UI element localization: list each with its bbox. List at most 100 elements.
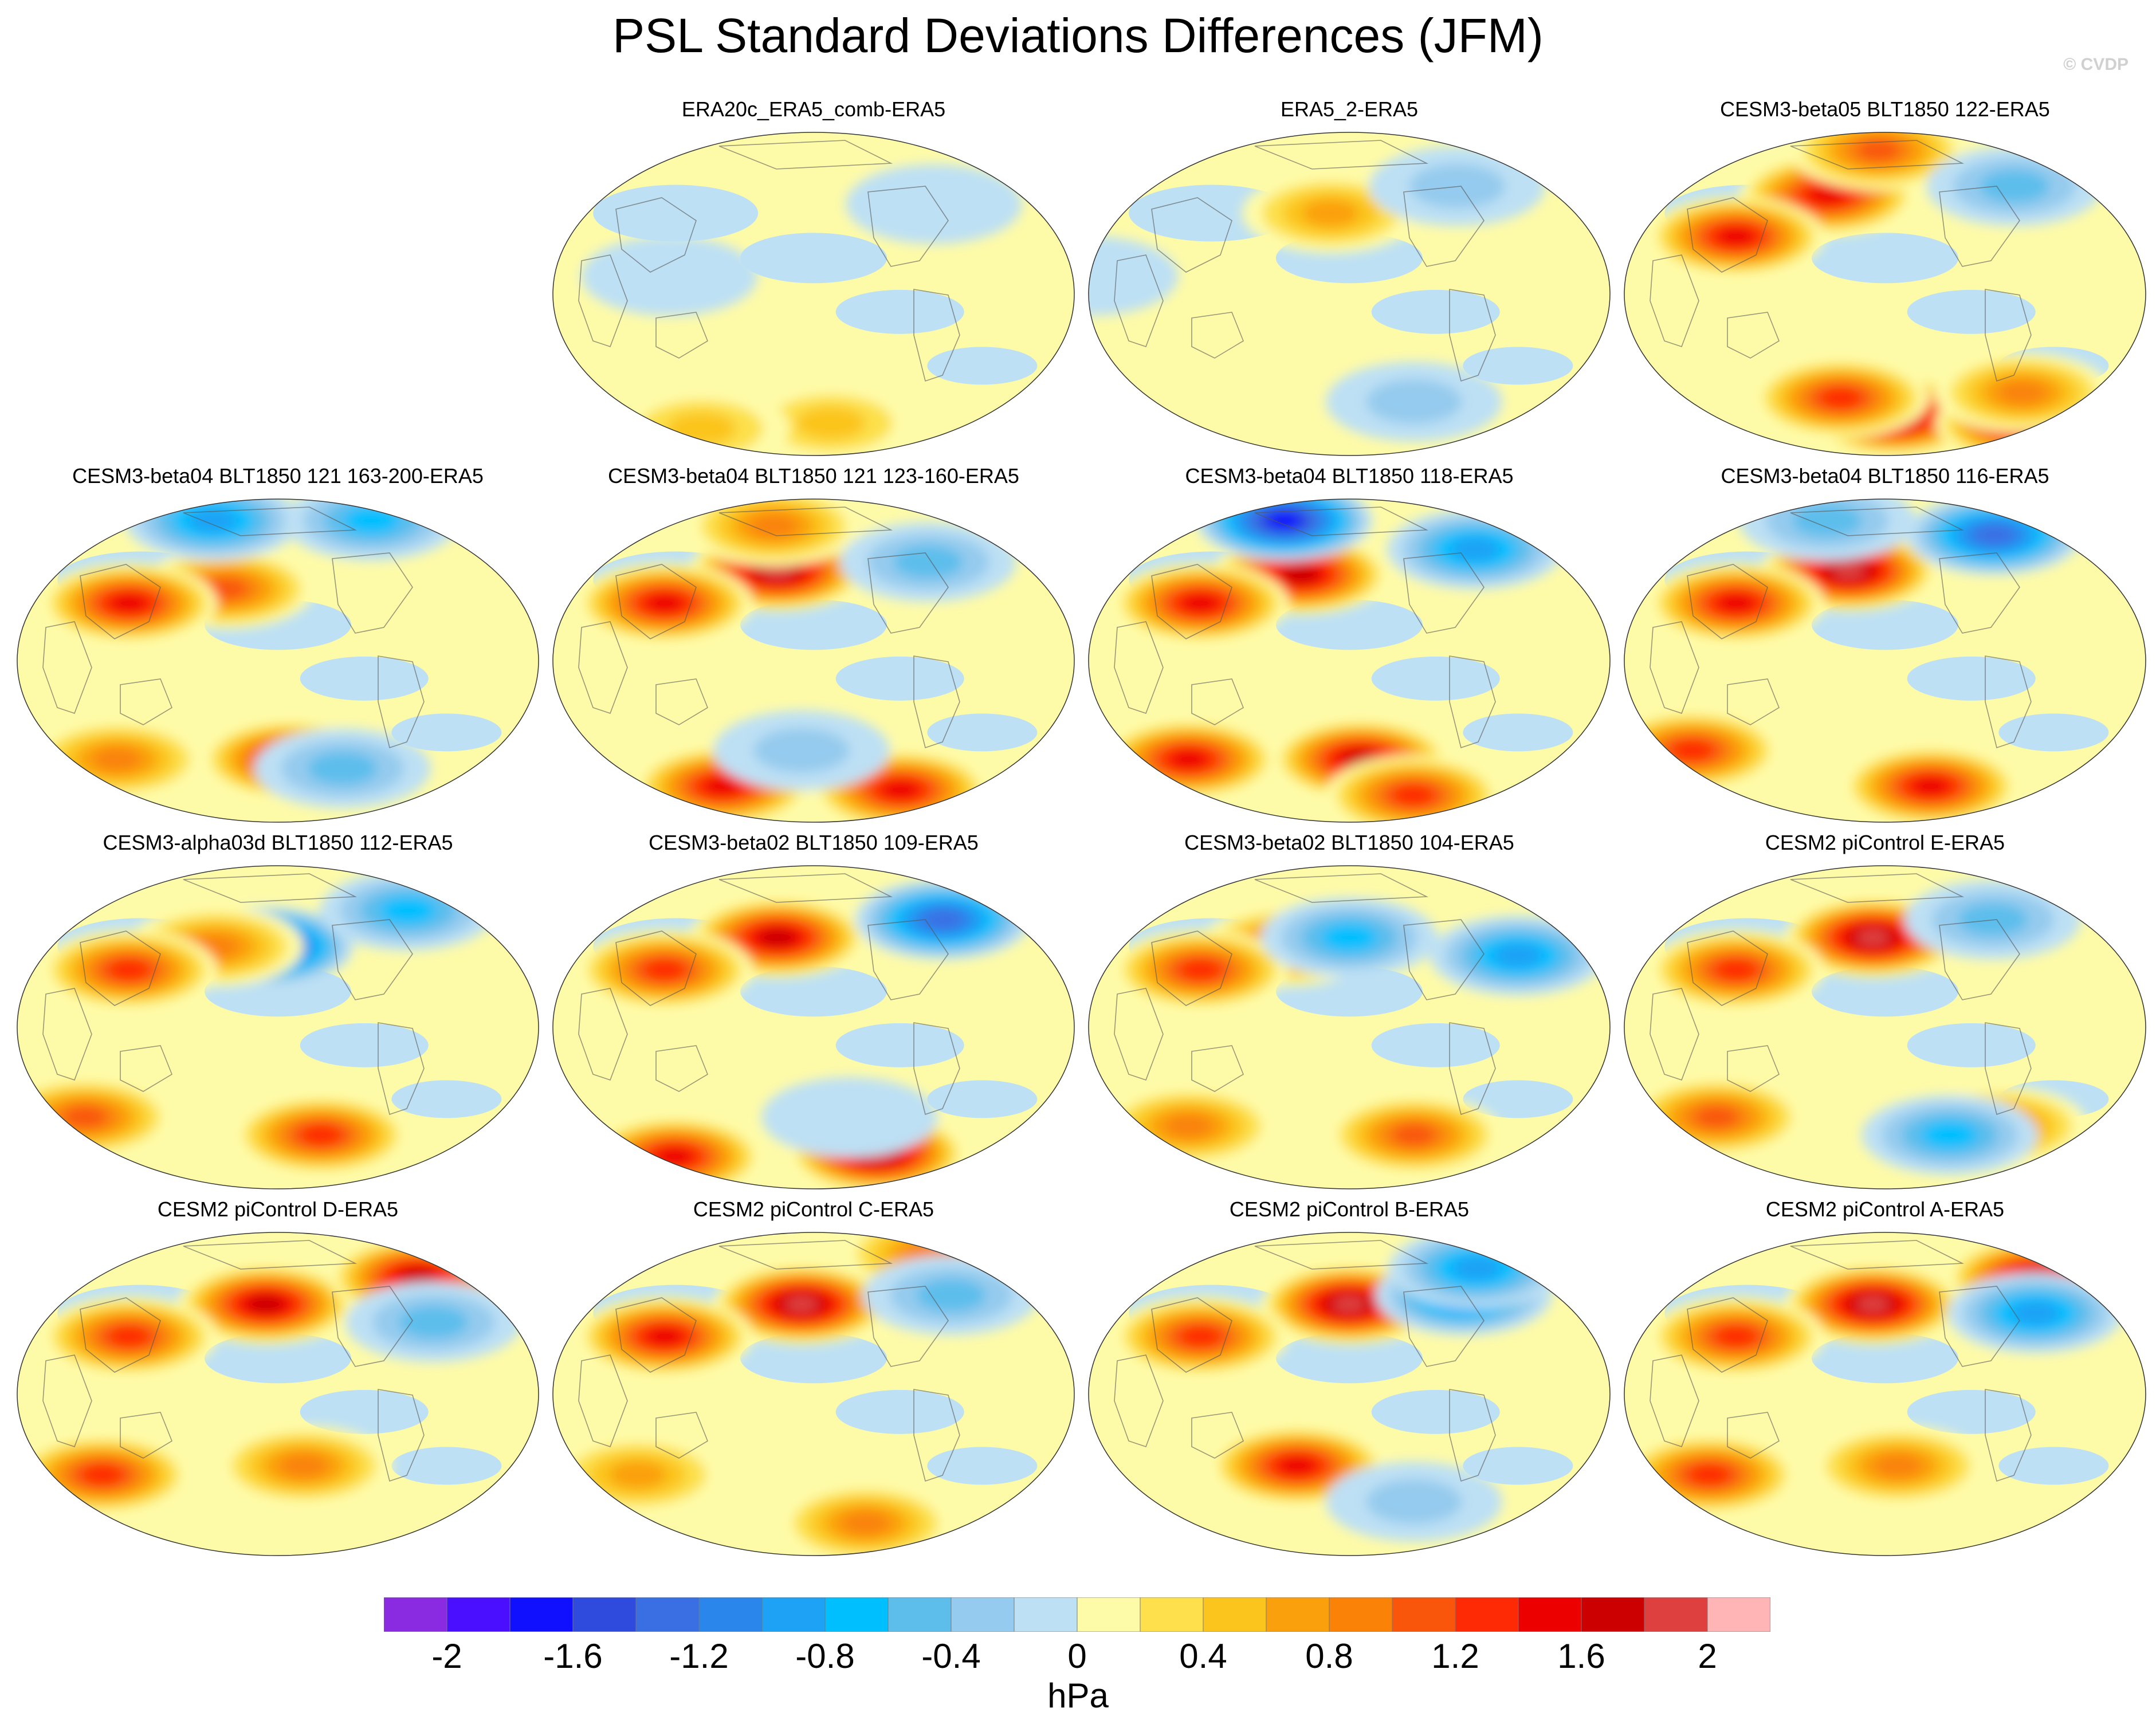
map-border — [17, 1232, 539, 1556]
coastline — [1449, 289, 1496, 382]
coastline — [913, 289, 960, 382]
colorbar-swatch — [1518, 1597, 1582, 1632]
colorbar-swatch — [761, 1597, 826, 1632]
anomaly-region — [927, 1447, 1038, 1485]
map-border — [17, 865, 539, 1189]
coastline — [80, 564, 161, 639]
anomaly-region — [1812, 233, 1958, 284]
coastline — [1985, 1022, 2032, 1116]
coastline — [1939, 552, 2020, 634]
coastline — [1151, 564, 1232, 639]
anomaly-contour — [205, 578, 248, 599]
coastline — [1650, 254, 1699, 348]
coastline — [120, 1045, 172, 1092]
anomaly-contour — [109, 960, 149, 980]
anomaly-contour — [924, 910, 963, 929]
anomaly-region — [1371, 656, 1500, 701]
anomaly-contour — [1164, 1114, 1213, 1138]
coastline — [183, 873, 358, 903]
panel-title: CESM2 piControl D-ERA5 — [157, 1197, 399, 1221]
map-panel: CESM3-beta04 BLT1850 118-ERA5 — [1083, 464, 1616, 831]
anomaly-region — [835, 656, 964, 701]
map-panel: CESM3-beta04 BLT1850 121 123-160-ERA5 — [547, 464, 1080, 831]
coastline — [378, 1022, 425, 1116]
coastline — [615, 197, 697, 273]
world-map — [1624, 498, 2146, 823]
colorbar-swatch — [1455, 1597, 1519, 1632]
panel-title: CESM2 piControl C-ERA5 — [693, 1197, 934, 1221]
coastline — [1687, 197, 1768, 273]
anomaly-contour — [893, 545, 963, 579]
anomaly-contour — [1392, 1124, 1436, 1146]
coastline — [1254, 140, 1429, 170]
map-panel: CESM2 piControl D-ERA5 — [11, 1197, 544, 1564]
anomaly-region — [740, 599, 887, 650]
coastline — [1727, 1045, 1780, 1092]
anomaly-contour — [1922, 1121, 1978, 1149]
anomaly-contour — [760, 929, 795, 947]
anomaly-contour — [1494, 944, 1542, 968]
anomaly-region — [1812, 966, 1958, 1017]
colorbar-swatch — [509, 1597, 574, 1632]
anomaly-contour — [109, 1326, 149, 1346]
colorbar-swatch — [1707, 1597, 1770, 1632]
coastline — [1650, 988, 1699, 1081]
panel-title: CESM3-beta04 BLT1850 118-ERA5 — [1185, 464, 1514, 488]
coastline — [1687, 564, 1768, 639]
anomaly-region — [1907, 289, 2036, 334]
coastline — [655, 1045, 708, 1092]
anomaly-contour — [1912, 777, 1949, 796]
coastline — [80, 1297, 161, 1373]
coastline — [867, 186, 949, 267]
colorbar-tick-label: 2 — [1698, 1637, 1717, 1675]
coastline — [120, 678, 172, 725]
anomaly-contour — [1998, 380, 2047, 405]
anomaly-region — [1907, 656, 2036, 701]
coastline — [1650, 1354, 1699, 1448]
coastline — [1403, 186, 1485, 267]
anomaly-contour — [761, 563, 794, 579]
anomaly-contour — [1451, 537, 1499, 561]
anomaly-contour — [280, 1454, 328, 1478]
anomaly-region — [1371, 1389, 1500, 1434]
coastline — [578, 1354, 628, 1448]
map-border — [1088, 865, 1611, 1189]
anomaly-region — [1998, 1447, 2109, 1485]
coastline — [913, 1022, 960, 1116]
anomaly-contour — [1279, 1456, 1315, 1475]
colorbar-swatch — [446, 1597, 510, 1632]
anomaly-contour — [188, 509, 237, 532]
anomaly-region — [205, 1333, 351, 1384]
coastline — [1449, 1022, 1496, 1116]
anomaly-contour — [882, 780, 919, 799]
coastline — [1114, 621, 1164, 714]
map-panel: CESM3-alpha03d BLT1850 112-ERA5 — [11, 831, 544, 1197]
anomaly-region — [740, 966, 887, 1017]
anomaly-contour — [1366, 1479, 1463, 1524]
anomaly-contour — [610, 1461, 666, 1489]
anomaly-contour — [1857, 140, 1900, 161]
colorbar — [384, 1597, 1770, 1632]
panel-title: CESM2 piControl A-ERA5 — [1765, 1197, 2005, 1221]
coastline — [615, 930, 697, 1006]
anomaly-contour — [646, 1327, 683, 1346]
coastline — [1985, 655, 2032, 749]
colorbar-tick-label: -1.2 — [669, 1637, 729, 1675]
anomaly-contour — [1718, 594, 1754, 612]
coastline — [183, 1240, 358, 1270]
map-border — [1088, 132, 1611, 456]
anomaly-contour — [111, 594, 147, 612]
map-border — [552, 865, 1075, 1189]
panel-title: ERA5_2-ERA5 — [1280, 97, 1419, 121]
colorbar-tick-label: 0.8 — [1305, 1637, 1353, 1675]
coastline — [378, 1389, 425, 1482]
coastline — [1939, 186, 2020, 267]
colorbar-tick-label: 0.4 — [1179, 1637, 1227, 1675]
coastline — [867, 1286, 949, 1367]
colorbar-swatch — [1644, 1597, 1708, 1632]
anomaly-region — [391, 713, 502, 752]
coastline — [1151, 1297, 1232, 1373]
coastline — [718, 873, 893, 903]
anomaly-contour — [93, 747, 142, 771]
anomaly-region — [835, 1023, 964, 1067]
